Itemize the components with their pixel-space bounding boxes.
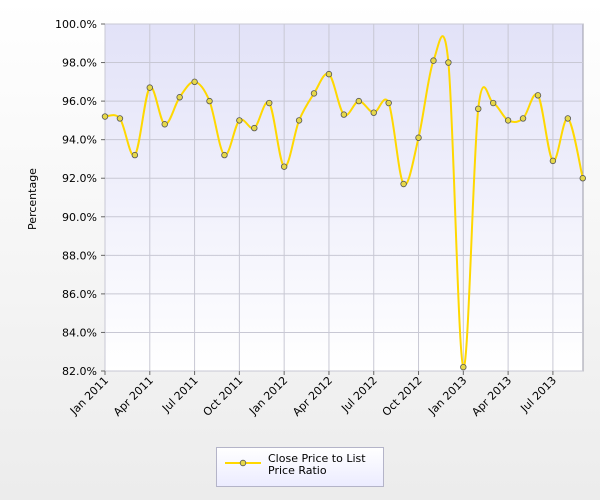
data-point — [534, 92, 542, 99]
data-point — [161, 121, 168, 128]
data-point — [445, 59, 452, 66]
data-point — [191, 78, 198, 86]
data-point — [475, 105, 482, 113]
y-tick-label: 86.0% — [62, 288, 97, 301]
x-tick-label: Jul 2011 — [159, 374, 201, 416]
data-point — [266, 99, 273, 107]
data-point — [280, 163, 288, 170]
data-point — [310, 90, 318, 97]
legend-label: Close Price to List Price Ratio — [268, 452, 366, 477]
x-tick-label: Jan 2013 — [425, 374, 469, 418]
data-point — [549, 157, 557, 165]
y-tick-label: 84.0% — [62, 326, 97, 339]
data-point — [564, 115, 572, 122]
x-tick-label: Apr 2013 — [469, 374, 514, 419]
data-point — [385, 99, 392, 107]
data-point — [504, 117, 512, 124]
y-axis-title: Percentage — [26, 168, 39, 230]
x-tick-label: Jul 2013 — [517, 374, 559, 416]
series-line — [104, 35, 584, 369]
data-point — [460, 363, 467, 371]
legend-swatch — [225, 459, 261, 467]
data-point — [430, 57, 437, 64]
y-tick-label: 90.0% — [62, 211, 97, 224]
data-points — [101, 57, 586, 371]
data-point — [131, 151, 139, 159]
y-tick-label: 100.0% — [55, 18, 97, 31]
grid-lines — [104, 23, 583, 372]
y-tick-label: 96.0% — [62, 95, 97, 108]
x-tick-label: Jan 2012 — [246, 374, 290, 418]
data-point — [355, 97, 363, 105]
x-tick-label: Oct 2012 — [380, 374, 425, 419]
x-tick-label: Apr 2011 — [111, 374, 156, 419]
y-tick-label: 82.0% — [62, 365, 97, 378]
data-point — [340, 111, 348, 118]
data-point — [176, 94, 183, 101]
data-point — [579, 175, 586, 182]
legend: Close Price to List Price Ratio — [216, 447, 384, 487]
data-point — [370, 109, 377, 116]
data-point — [295, 117, 303, 124]
data-point — [116, 115, 124, 122]
data-point — [519, 115, 527, 122]
x-tick-label: Jan 2011 — [67, 374, 111, 418]
data-point — [206, 97, 213, 105]
data-point — [236, 117, 243, 124]
data-point — [415, 134, 422, 141]
plot-area — [104, 23, 584, 372]
y-tick-label: 94.0% — [62, 134, 97, 147]
data-point — [146, 84, 153, 91]
y-tick-label: 88.0% — [62, 249, 97, 262]
x-tick-label: Oct 2011 — [201, 374, 246, 419]
data-point — [325, 70, 333, 78]
data-point — [221, 151, 228, 159]
data-point — [489, 99, 497, 107]
y-tick-label: 98.0% — [62, 57, 97, 70]
x-tick-label: Jul 2012 — [338, 374, 380, 416]
data-point — [101, 113, 109, 120]
y-tick-label: 92.0% — [62, 172, 97, 185]
x-tick-label: Apr 2012 — [290, 374, 335, 419]
data-point — [400, 180, 407, 188]
data-point — [251, 124, 258, 132]
